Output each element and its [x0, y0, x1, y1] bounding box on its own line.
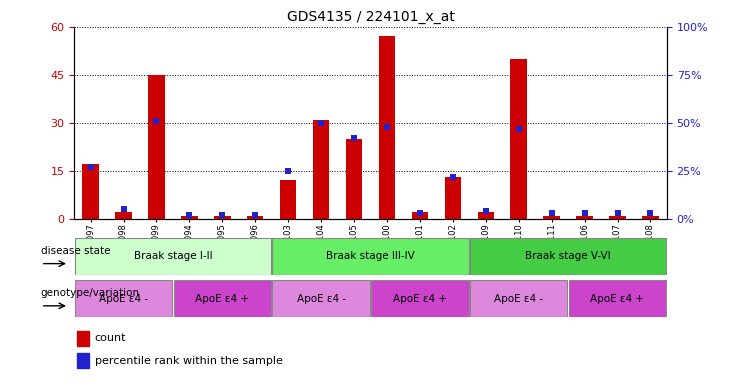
Bar: [77, 331, 89, 346]
Bar: [477, 212, 494, 219]
Text: ApoE ε4 +: ApoE ε4 +: [591, 293, 645, 304]
Bar: [470, 280, 568, 317]
Text: genotype/variation: genotype/variation: [41, 288, 140, 298]
Bar: [569, 280, 666, 317]
Text: count: count: [95, 333, 127, 344]
Bar: [273, 238, 468, 275]
Bar: [214, 216, 230, 219]
Text: disease state: disease state: [41, 246, 110, 256]
Bar: [181, 216, 198, 219]
Bar: [543, 216, 560, 219]
Bar: [173, 280, 271, 317]
Text: ApoE ε4 +: ApoE ε4 +: [196, 293, 249, 304]
Title: GDS4135 / 224101_x_at: GDS4135 / 224101_x_at: [287, 10, 454, 25]
Bar: [77, 353, 89, 368]
Bar: [412, 212, 428, 219]
Bar: [609, 216, 625, 219]
Bar: [75, 238, 271, 275]
Bar: [346, 139, 362, 219]
Bar: [116, 212, 132, 219]
Bar: [273, 280, 370, 317]
Bar: [445, 177, 461, 219]
Text: Braak stage V-VI: Braak stage V-VI: [525, 251, 611, 262]
Bar: [280, 180, 296, 219]
Bar: [371, 280, 468, 317]
Bar: [379, 36, 395, 219]
Text: Braak stage III-IV: Braak stage III-IV: [326, 251, 415, 262]
Text: ApoE ε4 -: ApoE ε4 -: [296, 293, 345, 304]
Bar: [642, 216, 659, 219]
Text: Braak stage I-II: Braak stage I-II: [133, 251, 212, 262]
Bar: [576, 216, 593, 219]
Text: ApoE ε4 -: ApoE ε4 -: [99, 293, 148, 304]
Bar: [470, 238, 666, 275]
Bar: [313, 120, 329, 219]
Bar: [75, 280, 172, 317]
Bar: [148, 75, 165, 219]
Bar: [247, 216, 264, 219]
Bar: [511, 59, 527, 219]
Bar: [82, 164, 99, 219]
Text: percentile rank within the sample: percentile rank within the sample: [95, 356, 283, 366]
Text: ApoE ε4 -: ApoE ε4 -: [494, 293, 543, 304]
Text: ApoE ε4 +: ApoE ε4 +: [393, 293, 447, 304]
